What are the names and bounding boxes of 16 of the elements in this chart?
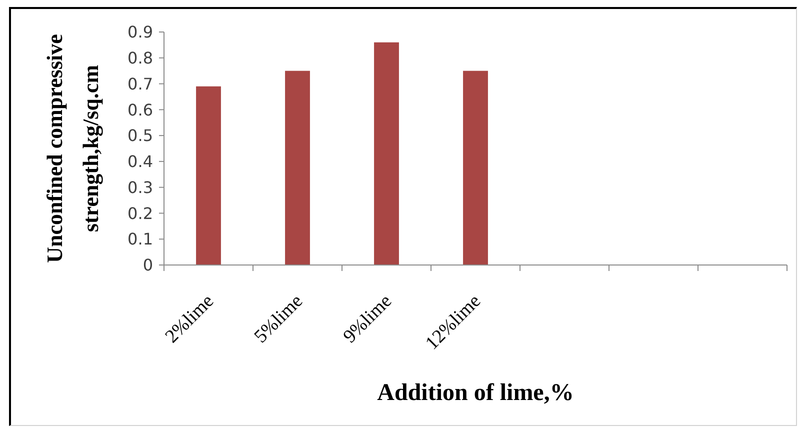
bar <box>196 86 221 265</box>
y-tick-label: 0.9 <box>128 22 153 42</box>
y-tick-label: 0.6 <box>128 100 153 120</box>
y-tick-label: 0.8 <box>128 48 153 68</box>
y-tick-label: 0.3 <box>128 178 153 197</box>
y-tick-label: 0.4 <box>128 152 153 172</box>
x-axis-title: Addition of lime,% <box>377 380 574 406</box>
y-tick-label: 0.2 <box>128 204 153 223</box>
y-tick-label: 0 <box>142 256 153 275</box>
bar <box>374 42 399 265</box>
bar <box>285 70 310 265</box>
y-tick-label: 0.1 <box>128 230 153 249</box>
y-axis-title: Unconfined compressive strength,kg/sq.cm <box>42 34 103 263</box>
y-tick-label: 0.7 <box>128 74 153 94</box>
y-tick-label: 0.5 <box>128 126 153 146</box>
bar <box>463 70 488 265</box>
